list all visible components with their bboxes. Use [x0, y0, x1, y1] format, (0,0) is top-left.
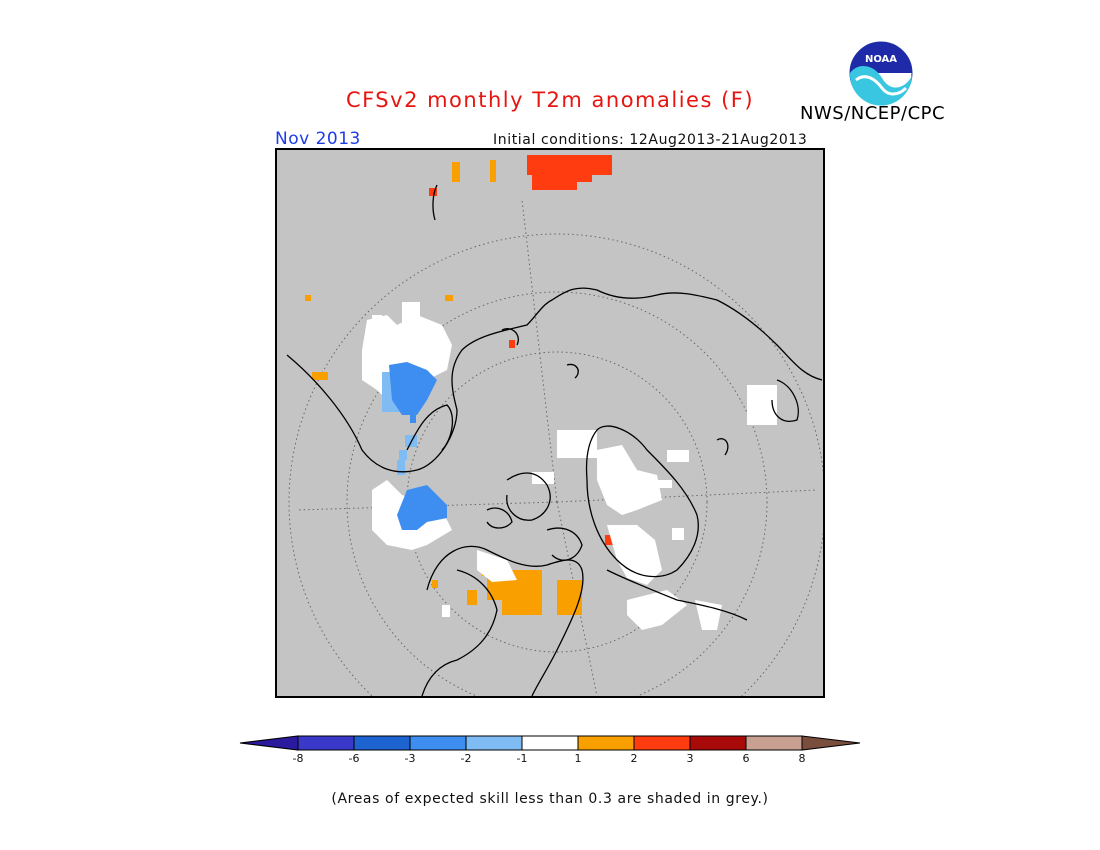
colorbar-tick-label: 6 — [743, 752, 750, 765]
colorbar-bin-10 — [801, 735, 861, 751]
colorbar-bin-1 — [297, 735, 355, 751]
colorbar-tick-label: -1 — [517, 752, 528, 765]
coastlines — [286, 184, 823, 696]
colorbar-tick-label: 8 — [799, 752, 806, 765]
warm-anomaly-north — [429, 155, 612, 348]
skill-footnote: (Areas of expected skill less than 0.3 a… — [331, 791, 769, 807]
noaa-logo-text: NOAA — [865, 54, 897, 65]
colorbar-tick-label: -6 — [349, 752, 360, 765]
organization-label: NWS/NCEP/CPC — [800, 103, 946, 124]
colorbar-bin-5 — [521, 735, 579, 751]
colorbar-bin-3 — [409, 735, 467, 751]
color-scale-legend: -8 -6 -3 -2 -1 1 2 3 6 8 — [239, 735, 861, 765]
colorbar-bin-8 — [689, 735, 747, 751]
colorbar-tick-label: -8 — [293, 752, 304, 765]
initial-conditions-label: Initial conditions: 12Aug2013-21Aug2013 — [493, 132, 808, 148]
colorbar-tick-label: -3 — [405, 752, 416, 765]
colorbar-tick-label: 2 — [631, 752, 638, 765]
cool-anomaly-europe — [389, 362, 447, 530]
colorbar-tick-label: 3 — [687, 752, 694, 765]
colorbar-bin-7 — [633, 735, 691, 751]
chart-title: CFSv2 monthly T2m anomalies (F) — [345, 88, 755, 112]
polar-map — [275, 148, 825, 698]
map-canvas — [286, 155, 823, 696]
colorbar-bin-9 — [745, 735, 803, 751]
colorbar-bin-4 — [465, 735, 523, 751]
noaa-logo: NOAA — [849, 41, 913, 106]
colorbar-tick-label: 1 — [575, 752, 582, 765]
colorbar-bin-2 — [353, 735, 411, 751]
colorbar-bin-6 — [577, 735, 635, 751]
graticule — [288, 199, 823, 696]
forecast-month-label: Nov 2013 — [275, 129, 361, 149]
anomaly-shading — [305, 155, 777, 630]
colorbar-tick-label: -2 — [461, 752, 472, 765]
colorbar-bin-0 — [239, 735, 299, 751]
